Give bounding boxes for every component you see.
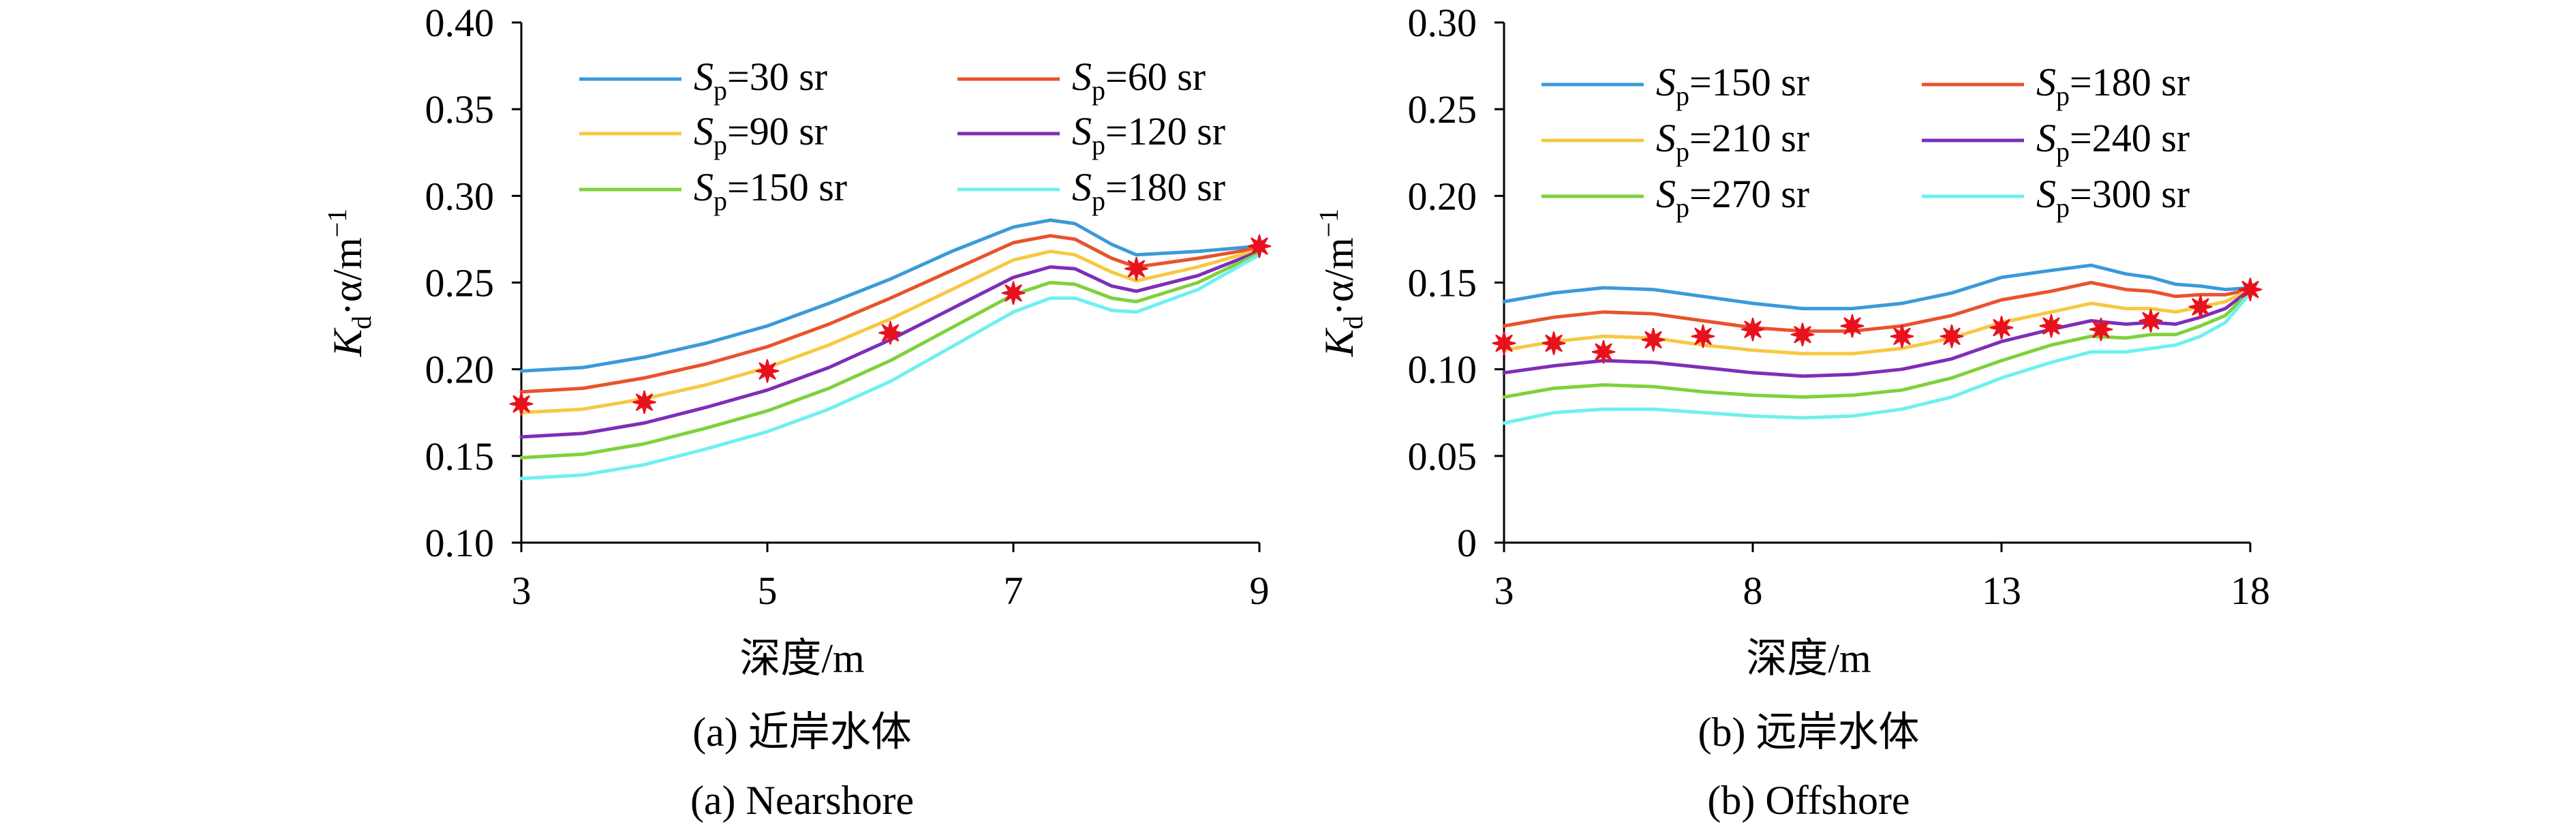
legend-label-sp-60: Sp=60 sr	[1072, 55, 1206, 106]
measured-marker	[1691, 324, 1715, 348]
series-line-sp-180	[1502, 281, 2252, 333]
series-line-sp-150	[519, 251, 1261, 459]
panel-caption-cn: (a) 近岸水体	[692, 710, 912, 755]
measured-marker	[2039, 314, 2064, 338]
series-line-sp-120	[519, 250, 1261, 439]
series-line-sp-300	[1502, 291, 2252, 425]
legend-label-sp-90: Sp=90 sr	[694, 109, 827, 160]
legend-label-sp-150: Sp=150 sr	[694, 165, 847, 216]
y-tick-label: 0.30	[1408, 1, 1477, 45]
series-line-sp-60	[519, 234, 1261, 394]
x-tick-label: 7	[1004, 569, 1024, 613]
panel-caption-cn: (b) 远岸水体	[1698, 710, 1920, 755]
panel-b-offshore: 00.050.100.150.200.250.303 8 13 18Kd·α/m−1 …	[1313, 1, 2270, 823]
y-tick-label: 0.25	[1408, 87, 1477, 132]
legend-label-sp-150: Sp=150 sr	[1656, 60, 1809, 111]
x-tick-label: 5	[758, 569, 778, 613]
legend-label-sp-240: Sp=240 sr	[2036, 116, 2190, 167]
measured-marker	[1492, 331, 1516, 355]
x-tick-label: 9	[1250, 569, 1270, 613]
legend-label-sp-30: Sp=30 sr	[694, 55, 827, 106]
measured-marker	[878, 321, 902, 345]
x-tick-label: 3	[512, 569, 532, 613]
measured-marker	[1591, 339, 1616, 364]
measured-marker	[1840, 314, 1865, 338]
measured-marker	[632, 390, 656, 414]
measured-marker	[1790, 322, 1815, 347]
measured-marker	[2188, 294, 2213, 319]
y-tick-label: 0.30	[425, 174, 495, 218]
legend-label-sp-210: Sp=210 sr	[1656, 116, 1809, 167]
y-tick-label: 0.25	[425, 261, 495, 305]
panel-a-nearshore: 0.10 0.15 0.20 0.25 0.30 0.35 0.40 3 5 7 9 Kd·α/m−1…	[322, 1, 1272, 823]
measured-marker	[2138, 309, 2163, 333]
measured-marker	[2089, 317, 2113, 342]
series-line-sp-150	[1502, 263, 2252, 311]
y-tick-label: 0.15	[1408, 261, 1477, 305]
measured-marker	[1939, 324, 1964, 348]
measured-marker	[1124, 256, 1148, 281]
x-tick-label: 3	[1494, 569, 1514, 613]
y-tick-label: 0.35	[425, 87, 495, 132]
y-axis-label: Kd·α/m−1	[322, 209, 377, 357]
measured-marker	[1989, 316, 2014, 339]
measured-marker	[1641, 328, 1666, 352]
panel-caption-en: (b) Offshore	[1707, 778, 1910, 823]
measured-marker	[755, 359, 780, 383]
measured-marker	[1890, 324, 1914, 348]
x-axis-label: 深度/m	[739, 636, 864, 681]
y-tick-label: 0.10	[1408, 348, 1477, 392]
legend-label-sp-180: Sp=180 sr	[2036, 60, 2190, 111]
series-line-sp-30	[519, 218, 1261, 373]
y-tick-label: 0.10	[425, 521, 495, 565]
series-line-sp-90	[519, 247, 1261, 414]
y-tick-label: 0.05	[1408, 434, 1477, 479]
series-line-sp-240	[1502, 288, 2252, 378]
y-tick-label: 0.20	[425, 348, 495, 392]
series-line-sp-270	[1502, 289, 2252, 399]
y-tick-label: 0	[1457, 521, 1477, 565]
x-axis-label: 深度/m	[1746, 636, 1871, 681]
legend-label-sp-300: Sp=300 sr	[2036, 172, 2190, 223]
legend-label-sp-180: Sp=180 sr	[1072, 165, 1225, 216]
y-tick-label: 0.40	[425, 1, 495, 45]
y-axis-label: Kd·α/m−1	[1313, 209, 1368, 357]
x-tick-label: 8	[1743, 569, 1763, 613]
series-line-sp-180	[519, 253, 1261, 481]
measured-marker	[1001, 281, 1026, 305]
legend-label-sp-270: Sp=270 sr	[1656, 172, 1809, 223]
measured-marker	[2238, 277, 2263, 301]
y-tick-label: 0.20	[1408, 174, 1477, 218]
legend-label-sp-120: Sp=120 sr	[1072, 109, 1225, 160]
measured-marker	[1542, 331, 1566, 355]
panel-caption-en: (a) Nearshore	[690, 778, 914, 823]
measured-marker	[509, 392, 534, 416]
y-tick-label: 0.15	[425, 434, 495, 479]
measured-marker	[1247, 234, 1272, 258]
measured-marker	[1741, 317, 1765, 342]
x-tick-label: 18	[2230, 569, 2270, 613]
x-tick-label: 13	[1982, 569, 2021, 613]
